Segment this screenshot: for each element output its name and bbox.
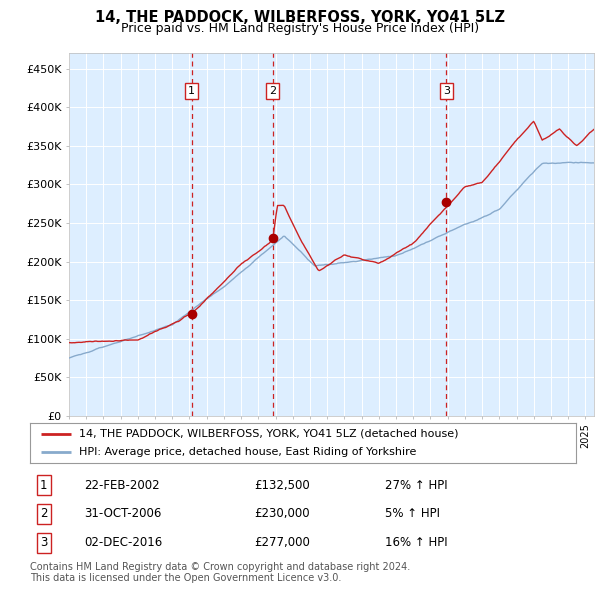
- Text: Contains HM Land Registry data © Crown copyright and database right 2024.
This d: Contains HM Land Registry data © Crown c…: [30, 562, 410, 584]
- Text: 27% ↑ HPI: 27% ↑ HPI: [385, 478, 448, 491]
- Text: Price paid vs. HM Land Registry's House Price Index (HPI): Price paid vs. HM Land Registry's House …: [121, 22, 479, 35]
- Text: HPI: Average price, detached house, East Riding of Yorkshire: HPI: Average price, detached house, East…: [79, 447, 416, 457]
- Text: 02-DEC-2016: 02-DEC-2016: [85, 536, 163, 549]
- Text: 31-OCT-2006: 31-OCT-2006: [85, 507, 162, 520]
- Text: 3: 3: [40, 536, 47, 549]
- Text: 16% ↑ HPI: 16% ↑ HPI: [385, 536, 448, 549]
- Text: 2: 2: [269, 86, 276, 96]
- Text: 1: 1: [188, 86, 195, 96]
- Text: 14, THE PADDOCK, WILBERFOSS, YORK, YO41 5LZ (detached house): 14, THE PADDOCK, WILBERFOSS, YORK, YO41 …: [79, 429, 458, 439]
- Text: £277,000: £277,000: [254, 536, 310, 549]
- Text: 2: 2: [40, 507, 47, 520]
- Text: £132,500: £132,500: [254, 478, 310, 491]
- Text: 3: 3: [443, 86, 450, 96]
- Text: 22-FEB-2002: 22-FEB-2002: [85, 478, 160, 491]
- Text: 5% ↑ HPI: 5% ↑ HPI: [385, 507, 440, 520]
- Text: 14, THE PADDOCK, WILBERFOSS, YORK, YO41 5LZ: 14, THE PADDOCK, WILBERFOSS, YORK, YO41 …: [95, 10, 505, 25]
- Text: 1: 1: [40, 478, 47, 491]
- Text: £230,000: £230,000: [254, 507, 310, 520]
